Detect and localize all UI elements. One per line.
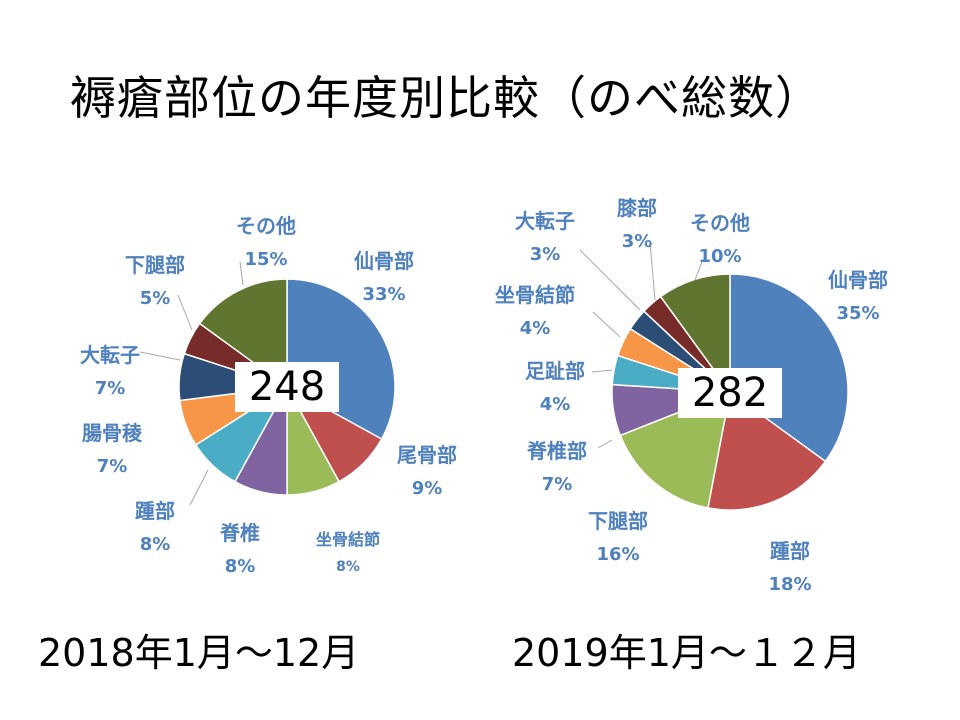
slice-label-name: その他 [236, 214, 296, 238]
leader-line-5 [591, 369, 613, 373]
slice-label-name: 腸骨稜 [82, 421, 143, 445]
slice-label-percent: 8% [225, 556, 256, 577]
slice-label-percent: 35% [836, 303, 879, 324]
slice-label-percent: 7% [542, 474, 573, 495]
pie-slice-2 [707, 390, 827, 511]
slice-label-percent: 3% [530, 244, 561, 265]
slice-label-name: 仙骨部 [828, 268, 888, 292]
period-caption-2018: 2018年1月～12月 [38, 631, 360, 675]
page-title: 褥瘡部位の年度別比較（のべ総数） [70, 71, 822, 125]
slice-label-percent: 5% [140, 288, 171, 309]
leader-line-8 [649, 241, 656, 301]
period-caption-2019: 2019年1月～１２月 [512, 631, 861, 675]
slice-label-percent: 15% [244, 249, 287, 270]
pie-chart-2018: 仙骨部 33% 尾骨部 9% 坐骨結節 8% 脊椎 8% 踵部 8% 腸骨稜 7% 大転子 7% 下腿部 5%… [80, 214, 457, 577]
leader-line-7 [139, 351, 181, 361]
slice-label-name: 足趾部 [525, 359, 585, 383]
slice-label-percent: 3% [622, 231, 653, 252]
pie-slice-1 [729, 273, 849, 463]
leader-line-9 [694, 261, 703, 281]
slice-label-percent: 4% [540, 394, 571, 415]
leader-line-9 [239, 261, 244, 286]
slice-label-name: 尾骨部 [397, 443, 457, 467]
slice-label-name: 大転子 [80, 343, 140, 367]
leader-line-5 [189, 469, 209, 506]
total-count-2019: 282 [678, 368, 782, 418]
slice-label-percent: 18% [768, 574, 811, 595]
slice-label-name: 大転子 [515, 209, 575, 233]
pie-slice-3 [619, 390, 731, 509]
slice-label-percent: 8% [140, 534, 171, 555]
slice-label-name: その他 [690, 211, 750, 235]
slice-label-percent: 4% [520, 318, 551, 339]
total-count-2018: 248 [235, 362, 339, 412]
pie-slice-9 [198, 278, 288, 389]
leader-line-4 [597, 439, 613, 449]
slice-label-name: 脊椎部 [526, 439, 587, 463]
leader-line-6 [592, 311, 621, 338]
slice-label-percent: 16% [596, 544, 639, 565]
slice-label-name: 下腿部 [588, 509, 648, 533]
slice-label-percent: 9% [412, 478, 443, 499]
slice-label-percent: 8% [336, 559, 360, 575]
slice-label-name: 膝部 [617, 196, 657, 220]
slice-label-percent: 7% [95, 378, 126, 399]
slice-label-name: 下腿部 [125, 253, 185, 277]
slice-label-percent: 10% [698, 246, 741, 267]
slice-label-name: 仙骨部 [354, 249, 414, 273]
slice-label-name: 踵部 [770, 539, 810, 563]
slice-label-name: 坐骨結節 [316, 530, 380, 549]
slice-label-name: 坐骨結節 [495, 283, 575, 307]
leader-line-8 [177, 294, 193, 331]
slice-label-name: 脊椎 [219, 521, 260, 545]
pie-slice-9 [659, 273, 731, 395]
slice-label-percent: 7% [97, 456, 128, 477]
pie-chart-2019: 仙骨部 35% 踵部 18% 下腿部 16% 脊椎部 7% 足趾部 4% 坐骨結節 4% 大転子 3% 膝部… [495, 196, 888, 595]
slice-label-percent: 33% [362, 284, 405, 305]
slice-label-name: 踵部 [135, 499, 175, 523]
leader-line-7 [579, 249, 641, 311]
